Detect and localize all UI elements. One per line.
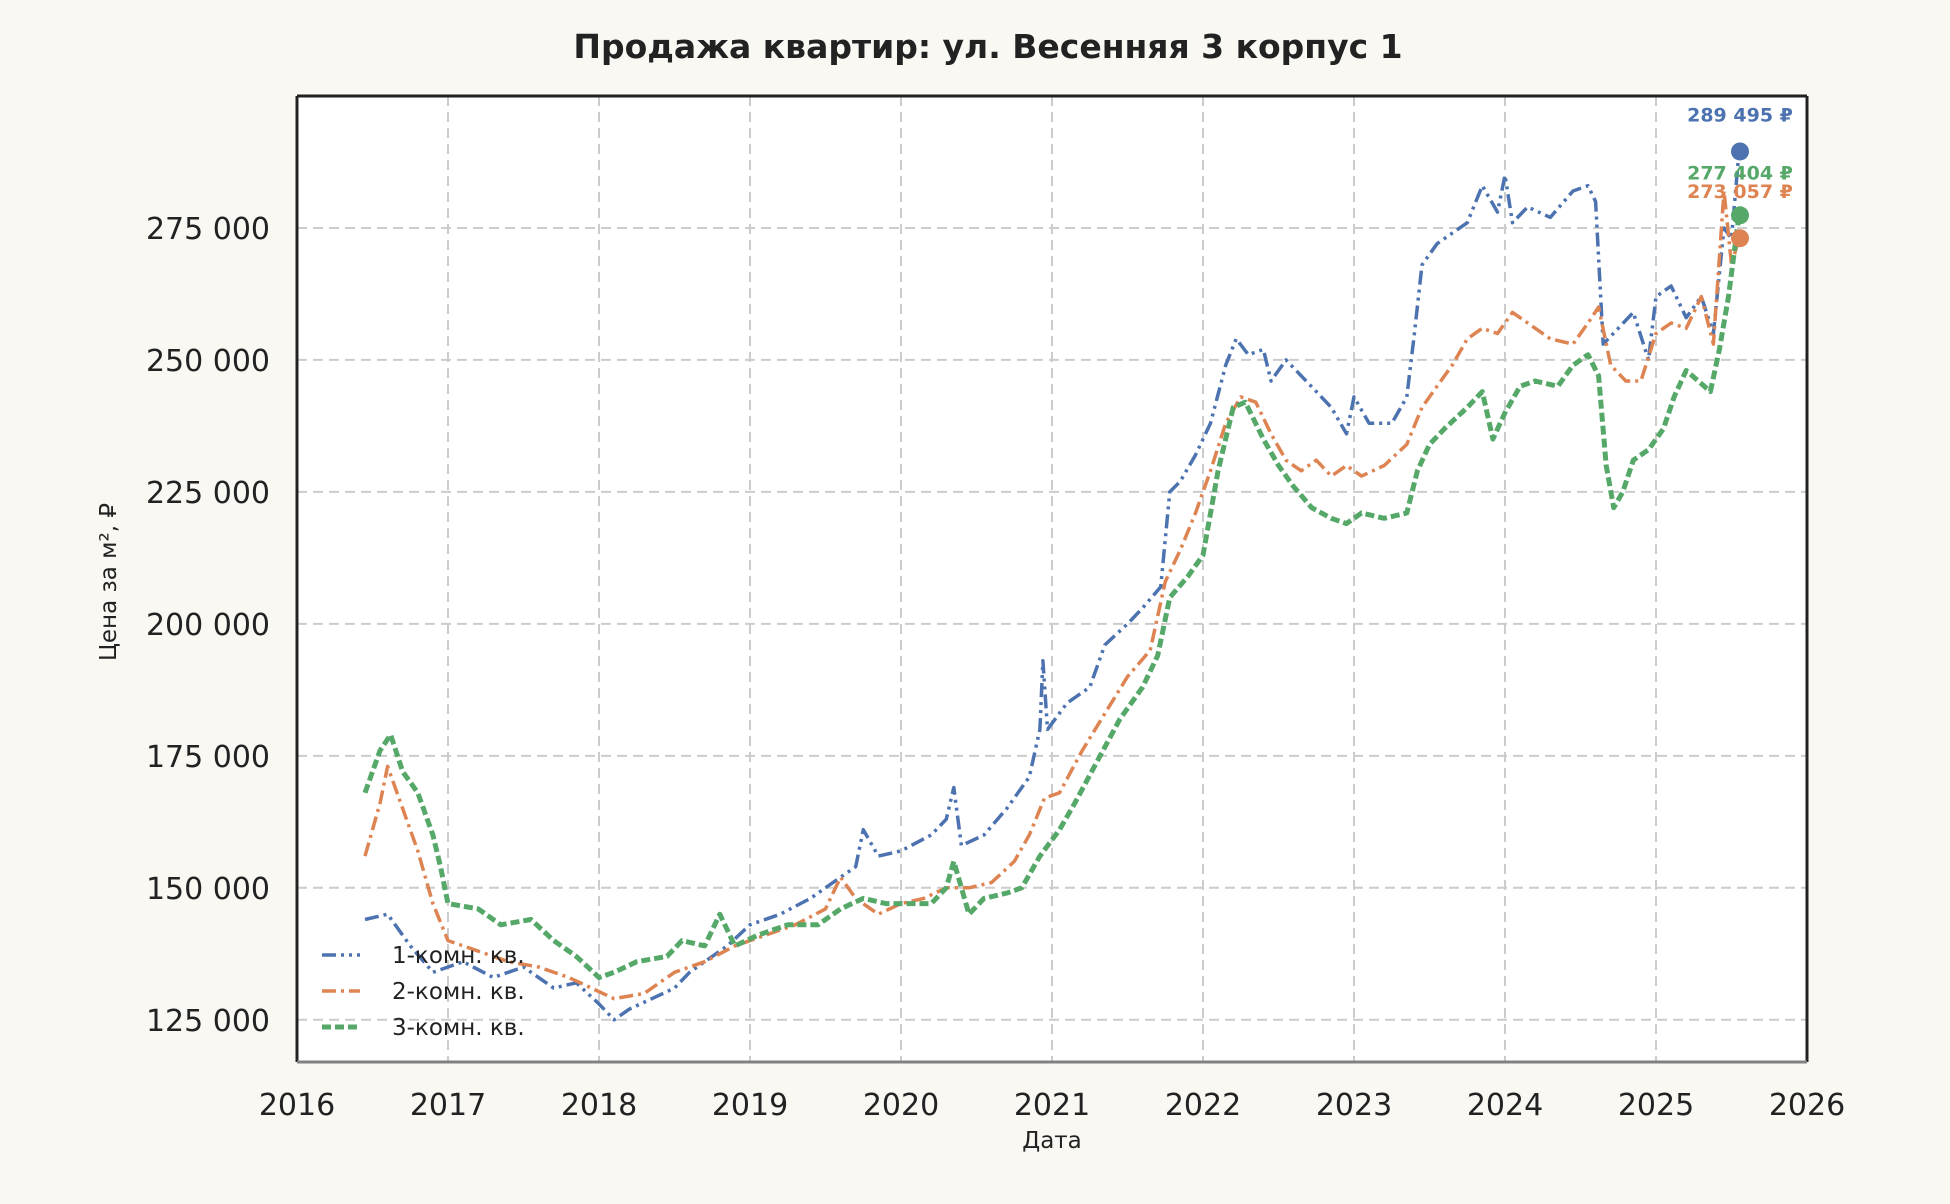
- series-lines: [362, 151, 1742, 1022]
- x-tick-label: 2019: [712, 1088, 788, 1123]
- legend-label-1: 1-комн. кв.: [392, 943, 525, 969]
- y-tick-label: 275 000: [146, 212, 270, 247]
- grid: [297, 96, 1807, 1062]
- series-end-label: 289 495 ₽: [1687, 104, 1793, 126]
- y-tick-label: 200 000: [146, 608, 270, 643]
- x-tick-label: 2022: [1165, 1088, 1241, 1123]
- x-tick-labels: 2016 2017 2018 2019 2020 2021 2022 2023 2024 2025…: [259, 1088, 1845, 1123]
- series-end-marker: [1731, 206, 1749, 225]
- legend: 1-комн. кв. 2-комн. кв. 3-комн. кв.: [322, 943, 525, 1041]
- x-tick-label: 2017: [410, 1088, 486, 1123]
- x-tick-label: 2021: [1014, 1088, 1090, 1123]
- x-tick-label: 2016: [259, 1088, 335, 1123]
- y-tick-label: 250 000: [146, 344, 270, 379]
- series-line-1: [364, 151, 1741, 1022]
- x-tick-label: 2023: [1316, 1088, 1392, 1123]
- x-tick-label: 2026: [1769, 1088, 1845, 1123]
- series-line-3: [362, 214, 1742, 980]
- series-end-label: 273 057 ₽: [1687, 181, 1793, 203]
- end-markers: 289 495 ₽ 273 057 ₽277 404 ₽: [1687, 104, 1793, 248]
- chart-title: Продажа квартир: ул. Весенняя 3 корпус 1: [573, 27, 1402, 66]
- legend-label-3: 3-комн. кв.: [392, 1015, 525, 1041]
- series-end-label: 277 404 ₽: [1687, 162, 1793, 184]
- y-tick-label: 150 000: [146, 872, 270, 907]
- series-end-marker: [1731, 142, 1749, 161]
- y-tick-label: 175 000: [146, 740, 270, 775]
- x-tick-label: 2020: [863, 1088, 939, 1123]
- x-axis-label: Дата: [1022, 1128, 1082, 1154]
- legend-label-2: 2-комн. кв.: [392, 979, 525, 1005]
- x-tick-label: 2018: [561, 1088, 637, 1123]
- series-line-2: [363, 189, 1741, 1001]
- y-tick-labels: 125 000 150 000 175 000 200 000 225 000 250 0…: [146, 212, 270, 1039]
- y-tick-label: 125 000: [146, 1004, 270, 1039]
- plot-frame: [295, 94, 1809, 1064]
- y-tick-label: 225 000: [146, 476, 270, 511]
- x-tick-label: 2024: [1467, 1088, 1543, 1123]
- y-axis-label: Цена за м², ₽: [96, 503, 122, 661]
- series-end-marker: [1731, 229, 1749, 248]
- x-tick-label: 2025: [1618, 1088, 1694, 1123]
